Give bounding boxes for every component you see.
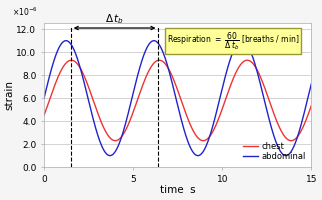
abdominal <box>152 39 156 42</box>
Legend: chest, abdominal: chest, abdominal <box>241 140 307 163</box>
Y-axis label: strain: strain <box>5 80 15 110</box>
chest <box>309 104 313 107</box>
chest <box>113 139 117 142</box>
chest <box>56 77 60 79</box>
abdominal <box>165 63 169 65</box>
abdominal <box>56 49 60 52</box>
abdominal <box>42 97 46 99</box>
abdominal <box>309 82 313 85</box>
abdominal <box>284 154 288 157</box>
chest <box>253 65 257 67</box>
chest <box>245 59 249 61</box>
Text: $\times 10^{-6}$: $\times 10^{-6}$ <box>12 5 38 18</box>
Line: abdominal: abdominal <box>44 41 311 156</box>
abdominal <box>302 113 306 115</box>
chest <box>302 124 306 126</box>
Line: chest: chest <box>44 60 311 141</box>
chest <box>302 124 306 127</box>
abdominal <box>302 113 306 116</box>
abdominal <box>172 90 176 92</box>
chest <box>165 65 169 68</box>
X-axis label: time  s: time s <box>160 185 195 195</box>
Text: Respiration $=\ \dfrac{60}{\Delta\,t_b}\ $[breaths / min]: Respiration $=\ \dfrac{60}{\Delta\,t_b}\… <box>167 30 299 52</box>
chest <box>172 80 176 82</box>
Text: $\Delta\,t_b$: $\Delta\,t_b$ <box>105 12 124 26</box>
abdominal <box>253 62 257 64</box>
chest <box>42 114 46 117</box>
